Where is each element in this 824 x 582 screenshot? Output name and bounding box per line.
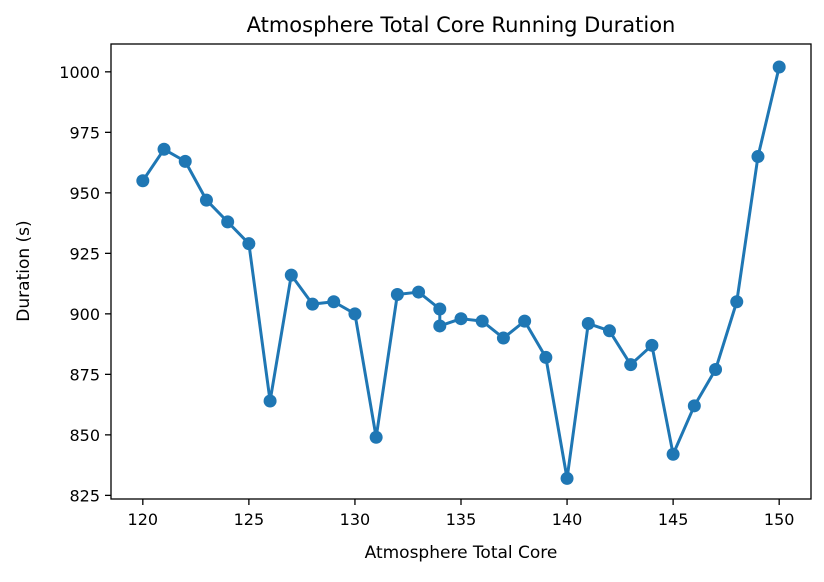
data-point — [496, 331, 510, 345]
x-tick-label: 135 — [446, 510, 477, 529]
series-line-0 — [141, 66, 781, 480]
y-tick-label: 825 — [69, 486, 100, 505]
data-point — [221, 215, 235, 229]
data-point — [772, 60, 786, 74]
y-tick-label: 900 — [69, 305, 100, 324]
data-point — [475, 314, 489, 328]
y-axis-ticks: 825 850 875 900 925 950 975 1000 — [59, 63, 111, 505]
x-axis-label: Atmosphere Total Core — [365, 543, 558, 563]
data-point — [666, 447, 680, 461]
data-point — [327, 295, 341, 309]
plot-area — [136, 60, 786, 485]
data-point — [751, 150, 765, 164]
data-point — [263, 394, 277, 408]
data-point — [687, 399, 701, 413]
data-point — [369, 430, 383, 444]
data-point — [390, 287, 404, 301]
data-point — [433, 302, 447, 316]
data-point — [348, 307, 362, 321]
data-point — [136, 174, 150, 188]
data-point — [518, 314, 532, 328]
data-point — [178, 154, 192, 168]
x-tick-label: 120 — [128, 510, 159, 529]
x-tick-label: 130 — [340, 510, 371, 529]
data-point — [602, 324, 616, 338]
data-point — [645, 338, 659, 352]
data-point — [306, 297, 320, 311]
y-axis-label: Duration (s) — [14, 220, 34, 321]
y-tick-label: 975 — [69, 123, 100, 142]
data-point — [730, 295, 744, 309]
x-tick-label: 125 — [234, 510, 265, 529]
data-point — [284, 268, 298, 282]
y-tick-label: 875 — [69, 365, 100, 384]
data-point — [157, 142, 171, 156]
data-point — [539, 350, 553, 364]
x-tick-label: 140 — [552, 510, 583, 529]
data-point — [199, 193, 213, 207]
data-point — [433, 319, 447, 333]
data-point — [624, 358, 638, 372]
x-tick-label: 145 — [658, 510, 689, 529]
y-tick-label: 925 — [69, 244, 100, 263]
y-tick-label: 950 — [69, 184, 100, 203]
y-tick-label: 1000 — [59, 63, 100, 82]
y-tick-label: 850 — [69, 426, 100, 445]
data-point — [412, 285, 426, 299]
x-axis-ticks: 120 125 130 135 140 145 150 — [128, 499, 795, 529]
data-point — [709, 363, 723, 377]
axes-frame — [110, 43, 812, 500]
chart-title: Atmosphere Total Core Running Duration — [247, 13, 676, 37]
data-point — [454, 312, 468, 326]
data-point — [242, 237, 256, 251]
data-point — [581, 317, 595, 331]
data-point — [560, 471, 574, 485]
x-tick-label: 150 — [764, 510, 795, 529]
